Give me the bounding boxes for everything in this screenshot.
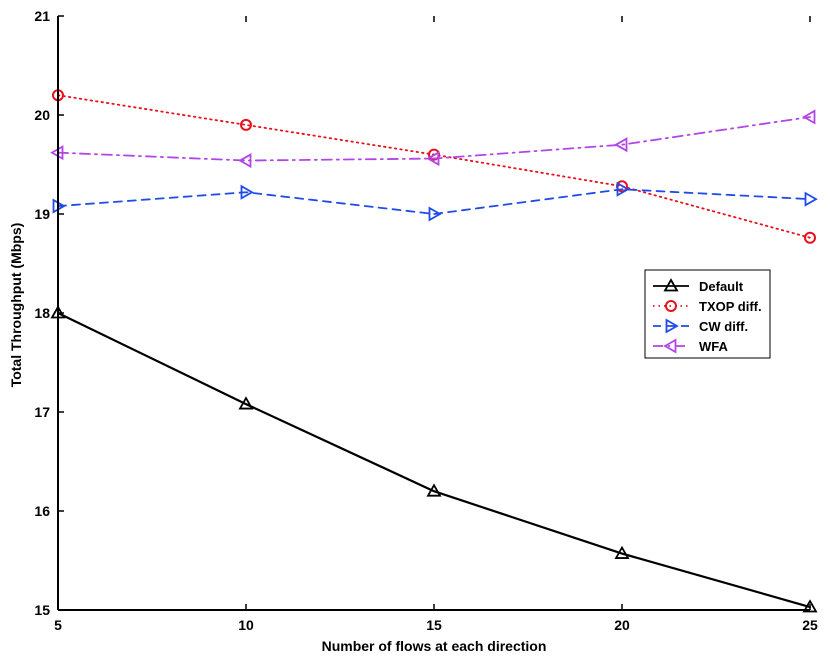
data-point: [240, 118, 252, 131]
y-axis-ticks: 15 16 17 18 19 20 21: [34, 8, 64, 618]
legend-marker: [663, 278, 679, 292]
data-point: [802, 109, 816, 125]
data-point: [426, 151, 440, 167]
data-point: [804, 191, 818, 207]
x-tick-label: 20: [614, 617, 630, 633]
x-tick-label: 10: [238, 617, 254, 633]
legend-label: WFA: [699, 339, 728, 354]
legend-marker: [665, 300, 677, 312]
x-axis-title: Number of flows at each direction: [322, 638, 547, 654]
data-point: [614, 545, 630, 559]
x-tick-label: 5: [54, 617, 62, 633]
legend-label: CW diff.: [699, 319, 748, 334]
data-point: [614, 137, 628, 153]
x-tick-label: 25: [802, 617, 818, 633]
y-tick-label: 16: [34, 503, 50, 519]
legend-entry: TXOP diff.: [653, 299, 762, 314]
legend-entry: CW diff.: [653, 318, 748, 334]
data-point: [426, 483, 442, 497]
legend-label: Default: [699, 279, 744, 294]
series-layer: [50, 89, 818, 613]
data-point: [238, 396, 254, 410]
data-point: [802, 599, 818, 613]
data-point: [616, 181, 630, 197]
legend-label: TXOP diff.: [699, 299, 762, 314]
series-line: [56, 311, 812, 609]
legend-box: [644, 269, 771, 359]
x-tick-label: 15: [426, 617, 442, 633]
data-point: [240, 184, 254, 200]
legend-entry: WFA: [653, 338, 728, 354]
y-tick-label: 20: [34, 107, 50, 123]
legend-marker: [663, 338, 677, 354]
data-point: [238, 152, 252, 169]
data-point: [804, 231, 816, 244]
legend-entry: Default: [653, 278, 744, 294]
data-point: [428, 206, 442, 222]
legend: Default TXOP diff. CW diff. WFA: [644, 269, 771, 359]
series-line: [57, 188, 811, 215]
y-tick-label: 17: [34, 404, 50, 420]
y-tick-label: 21: [34, 8, 50, 24]
y-tick-label: 19: [34, 206, 50, 222]
y-tick-label: 18: [34, 305, 50, 321]
series-line: [57, 116, 811, 162]
y-tick-label: 15: [34, 602, 50, 618]
y-axis-title: Total Throughput (Mbps): [8, 223, 24, 388]
x-axis-ticks: 5 10 15 20 25: [54, 16, 818, 633]
legend-marker: [665, 318, 679, 334]
